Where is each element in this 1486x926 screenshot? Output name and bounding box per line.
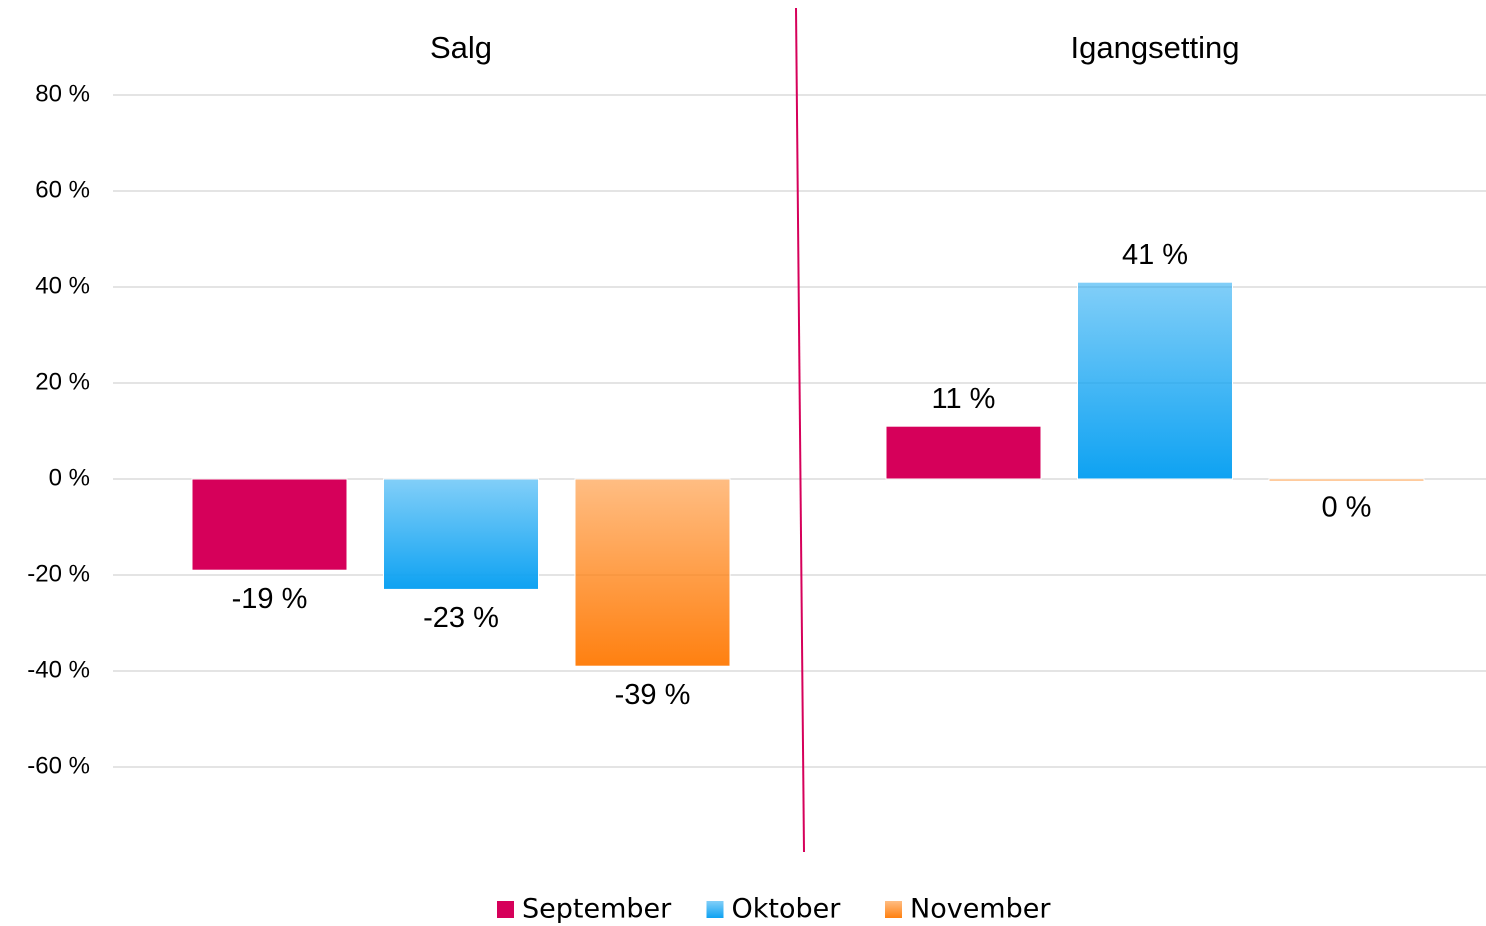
legend-swatch — [885, 901, 902, 918]
data-label: 0 % — [1322, 492, 1372, 524]
bar — [885, 425, 1042, 480]
y-tick-label: 80 % — [35, 80, 90, 107]
y-tick-label: 60 % — [35, 176, 90, 203]
data-label: -39 % — [615, 679, 691, 711]
bar — [574, 478, 731, 667]
data-label: -23 % — [423, 602, 499, 634]
category-label: Salg — [430, 30, 492, 65]
y-tick-label: -20 % — [27, 560, 90, 587]
y-tick-label: -60 % — [27, 752, 90, 779]
bar — [383, 478, 539, 590]
y-tick-label: 0 % — [49, 464, 90, 491]
data-label: 41 % — [1122, 239, 1188, 271]
legend-label: September — [522, 894, 672, 925]
legend-swatch — [497, 901, 514, 918]
legend-label: November — [910, 894, 1051, 925]
bar — [191, 478, 348, 571]
y-tick-label: -40 % — [27, 656, 90, 683]
data-label: -19 % — [232, 583, 308, 615]
bar — [1268, 478, 1425, 482]
y-tick-label: 40 % — [35, 272, 90, 299]
legend-swatch — [706, 901, 724, 918]
bar — [1077, 281, 1233, 480]
legend-label: Oktober — [732, 894, 842, 925]
data-label: 11 % — [932, 383, 996, 415]
y-tick-label: 20 % — [35, 368, 90, 395]
divider — [795, 7, 805, 853]
category-label: Igangsetting — [1071, 30, 1240, 65]
